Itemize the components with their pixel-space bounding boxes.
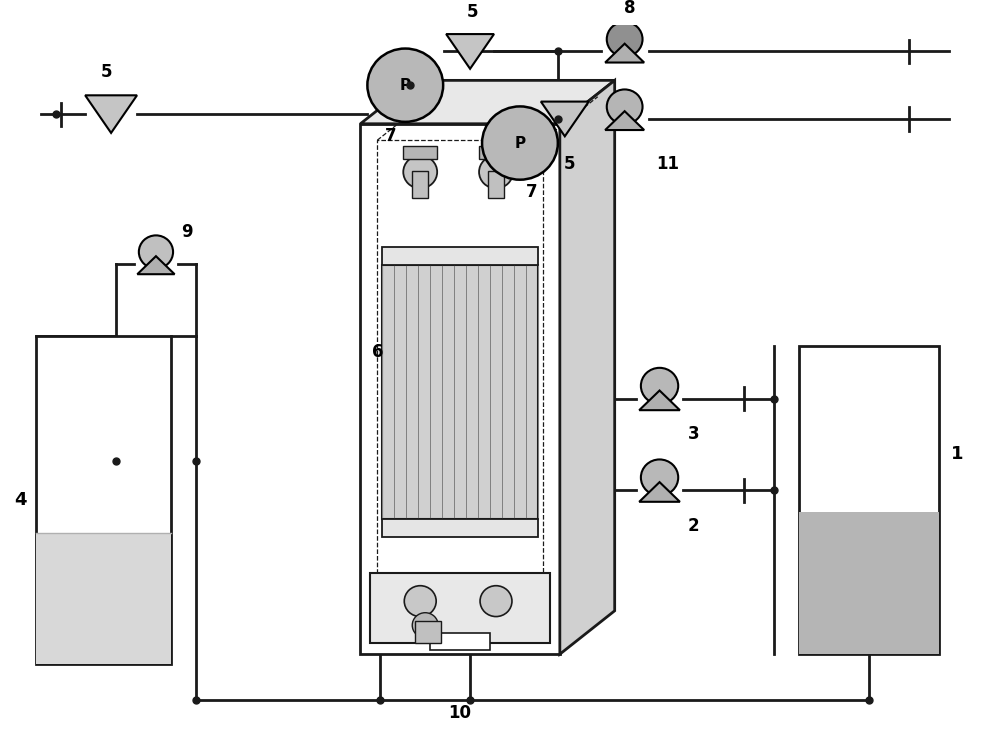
Text: 11: 11 — [657, 155, 680, 173]
Bar — [488, 171, 504, 198]
Polygon shape — [560, 80, 615, 654]
Bar — [479, 146, 513, 159]
Text: P: P — [514, 135, 526, 150]
Text: 10: 10 — [449, 704, 472, 722]
Text: 7: 7 — [526, 183, 538, 201]
Polygon shape — [446, 34, 494, 68]
Bar — [430, 633, 490, 650]
Bar — [415, 621, 441, 643]
Polygon shape — [137, 256, 175, 274]
Text: 1: 1 — [951, 444, 963, 462]
Polygon shape — [541, 102, 589, 136]
Text: 8: 8 — [624, 0, 635, 17]
Circle shape — [403, 156, 437, 189]
Circle shape — [641, 459, 678, 496]
Bar — [403, 146, 437, 159]
Text: 2: 2 — [687, 517, 699, 535]
Bar — [360, 124, 560, 654]
Polygon shape — [605, 111, 644, 130]
Circle shape — [641, 368, 678, 404]
Bar — [382, 265, 538, 519]
Text: P: P — [400, 77, 411, 92]
Circle shape — [367, 49, 443, 122]
Circle shape — [607, 89, 643, 124]
Polygon shape — [639, 390, 680, 410]
Circle shape — [479, 156, 513, 189]
Circle shape — [480, 586, 512, 617]
Text: 5: 5 — [100, 63, 112, 81]
Text: 5: 5 — [564, 155, 576, 173]
Text: 6: 6 — [372, 343, 384, 361]
Polygon shape — [605, 44, 644, 62]
Circle shape — [404, 586, 436, 617]
Text: 3: 3 — [687, 425, 699, 443]
Circle shape — [139, 235, 173, 268]
Bar — [36, 336, 171, 664]
Bar — [382, 519, 538, 536]
Bar — [799, 512, 939, 654]
Polygon shape — [639, 482, 680, 502]
Circle shape — [412, 613, 438, 638]
Circle shape — [607, 22, 643, 56]
Bar — [412, 171, 428, 198]
Bar — [370, 573, 550, 643]
Text: 9: 9 — [181, 223, 193, 241]
Bar — [382, 247, 538, 265]
Text: 4: 4 — [14, 491, 27, 509]
Polygon shape — [85, 96, 137, 133]
Bar — [36, 532, 171, 664]
Polygon shape — [360, 80, 615, 124]
Text: 5: 5 — [466, 3, 478, 21]
Circle shape — [482, 106, 558, 180]
Text: 7: 7 — [384, 127, 396, 145]
Bar — [799, 346, 939, 654]
